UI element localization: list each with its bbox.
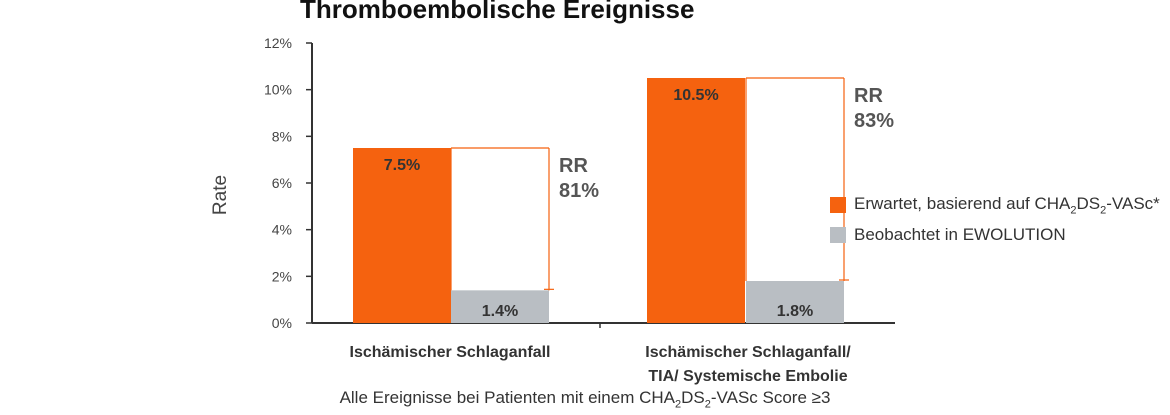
rr-annotation-value: 81% bbox=[559, 180, 599, 202]
rr-annotation-label: RR bbox=[854, 85, 883, 107]
legend: Erwartet, basierend auf CHA2DS2-VASc* Be… bbox=[830, 190, 1160, 250]
rr-annotation-value: 83% bbox=[854, 110, 894, 132]
y-tick-label: 2% bbox=[272, 268, 292, 284]
data-label-observed: 1.8% bbox=[777, 303, 813, 320]
bar-expected bbox=[647, 78, 745, 323]
x-category-label: Ischämischer Schlaganfall bbox=[350, 344, 551, 361]
data-labels: 7.5% 1.4% RR 81% Ischämischer Schlaganfall 10… bbox=[350, 85, 895, 385]
y-tick-label: 6% bbox=[272, 175, 292, 191]
bar-observed bbox=[746, 281, 844, 323]
data-label-expected: 7.5% bbox=[384, 157, 420, 174]
x-category-label: TIA/ Systemische Embolie bbox=[648, 368, 847, 385]
legend-label-observed: Beobachtet in EWOLUTION bbox=[854, 225, 1066, 244]
legend-item-expected: Erwartet, basierend auf CHA2DS2-VASc* bbox=[830, 190, 1160, 220]
chart-title: Thromboembolische Ereignisse bbox=[300, 0, 695, 24]
y-tick-label: 4% bbox=[272, 222, 292, 238]
axes: 0% 2% 4% 6% 8% 10% 12% Rate bbox=[210, 35, 895, 331]
bar-observed bbox=[451, 290, 549, 323]
x-category-label: Ischämischer Schlaganfall/ bbox=[645, 344, 851, 361]
bars bbox=[353, 77, 849, 323]
legend-swatch-observed bbox=[830, 227, 846, 243]
legend-item-observed: Beobachtet in EWOLUTION bbox=[830, 220, 1160, 250]
legend-label-expected: Erwartet, basierend auf CHA2DS2-VASc* bbox=[854, 193, 1160, 217]
footnote: Alle Ereignisse bei Patienten mit einem … bbox=[339, 388, 831, 411]
y-tick-label: 10% bbox=[264, 82, 292, 98]
rr-annotation-label: RR bbox=[559, 155, 588, 177]
legend-swatch-expected bbox=[830, 197, 846, 213]
data-label-expected: 10.5% bbox=[673, 87, 718, 104]
y-tick-label: 0% bbox=[272, 315, 292, 331]
y-tick-label: 8% bbox=[272, 128, 292, 144]
y-tick-label: 12% bbox=[264, 35, 292, 51]
data-label-observed: 1.4% bbox=[482, 303, 518, 320]
bar-expected bbox=[353, 148, 451, 323]
y-axis-label: Rate bbox=[210, 175, 231, 215]
